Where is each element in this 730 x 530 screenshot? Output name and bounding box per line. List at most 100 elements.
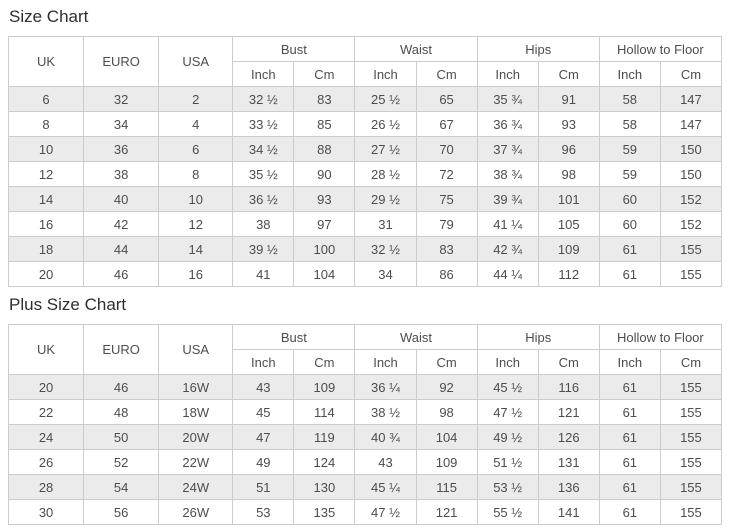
- table-row: 30 56 26W 53 135 47 ½ 121 55 ½ 141 61 155: [7, 499, 723, 525]
- table-cell: 136: [537, 474, 600, 500]
- table-cell: 32 ½: [354, 236, 417, 262]
- table-cell: 40 ¾: [354, 424, 417, 450]
- table-cell: 155: [659, 399, 723, 425]
- table-cell: 58: [598, 111, 661, 137]
- table-cell: 92: [415, 374, 478, 400]
- group-header-hips: Hips: [476, 36, 600, 62]
- table-cell: 6: [7, 86, 85, 112]
- table-cell: 24: [7, 424, 85, 450]
- table-cell: 119: [293, 424, 356, 450]
- table-cell: 18: [7, 236, 85, 262]
- table-cell: 47 ½: [354, 499, 417, 525]
- table-cell: 45 ½: [476, 374, 539, 400]
- table-cell: 47: [232, 424, 295, 450]
- table-cell: 130: [293, 474, 356, 500]
- table-cell: 36 ¼: [354, 374, 417, 400]
- table-cell: 14: [158, 236, 234, 262]
- unit-header-bust-inch: Inch: [232, 349, 295, 375]
- table-cell: 41 ¼: [476, 211, 539, 237]
- unit-header-bust-inch: Inch: [232, 61, 295, 87]
- table-cell: 22W: [158, 449, 234, 475]
- table-row: 20 46 16W 43 109 36 ¼ 92 45 ½ 116 61 155: [7, 374, 723, 400]
- table-row: 6 32 2 32 ½ 83 25 ½ 65 35 ¾ 91 58 147: [7, 86, 723, 112]
- table-cell: 104: [415, 424, 478, 450]
- table-cell: 75: [415, 186, 478, 212]
- table-cell: 34 ½: [232, 136, 295, 162]
- unit-header-bust-cm: Cm: [293, 349, 356, 375]
- unit-header-hips-cm: Cm: [537, 61, 600, 87]
- table-cell: 98: [415, 399, 478, 425]
- table-cell: 18W: [158, 399, 234, 425]
- group-header-waist: Waist: [354, 36, 478, 62]
- group-header-bust: Bust: [232, 36, 356, 62]
- unit-header-waist-inch: Inch: [354, 61, 417, 87]
- table-cell: 61: [598, 474, 661, 500]
- table-cell: 31: [354, 211, 417, 237]
- table-cell: 43: [354, 449, 417, 475]
- table-cell: 35 ½: [232, 161, 295, 187]
- table-cell: 61: [598, 399, 661, 425]
- table-cell: 49: [232, 449, 295, 475]
- table-row: 20 46 16 41 104 34 86 44 ¼ 112 61 155: [7, 261, 723, 287]
- table-cell: 51: [232, 474, 295, 500]
- table-cell: 147: [659, 86, 723, 112]
- table-cell: 42: [83, 211, 160, 237]
- table-cell: 50: [83, 424, 160, 450]
- plus-size-chart-table: UK EURO USA Bust Waist Hips Hollow to Floor Inc…: [7, 324, 723, 525]
- table-cell: 36 ¾: [476, 111, 539, 137]
- table-cell: 61: [598, 424, 661, 450]
- table-cell: 61: [598, 499, 661, 525]
- table-cell: 155: [659, 261, 723, 287]
- table-cell: 90: [293, 161, 356, 187]
- table-cell: 126: [537, 424, 600, 450]
- table-cell: 39 ¾: [476, 186, 539, 212]
- table-cell: 70: [415, 136, 478, 162]
- table-cell: 45 ¼: [354, 474, 417, 500]
- table-cell: 25 ½: [354, 86, 417, 112]
- table-cell: 10: [158, 186, 234, 212]
- size-chart-title: Size Chart: [9, 7, 89, 26]
- table-cell: 55 ½: [476, 499, 539, 525]
- table-cell: 116: [537, 374, 600, 400]
- table-cell: 155: [659, 449, 723, 475]
- table-cell: 121: [537, 399, 600, 425]
- table-cell: 46: [83, 261, 160, 287]
- table-cell: 10: [7, 136, 85, 162]
- table-cell: 53 ½: [476, 474, 539, 500]
- table-cell: 105: [537, 211, 600, 237]
- table-row: 14 40 10 36 ½ 93 29 ½ 75 39 ¾ 101 60 152: [7, 186, 723, 212]
- unit-header-waist-inch: Inch: [354, 349, 417, 375]
- table-cell: 29 ½: [354, 186, 417, 212]
- column-header-uk: UK: [7, 324, 85, 375]
- table-cell: 100: [293, 236, 356, 262]
- unit-header-hips-inch: Inch: [476, 61, 539, 87]
- table-cell: 83: [415, 236, 478, 262]
- table-cell: 38 ½: [354, 399, 417, 425]
- table-cell: 38: [83, 161, 160, 187]
- table-row: 28 54 24W 51 130 45 ¼ 115 53 ½ 136 61 155: [7, 474, 723, 500]
- column-header-uk: UK: [7, 36, 85, 87]
- unit-header-hips-cm: Cm: [537, 349, 600, 375]
- table-cell: 101: [537, 186, 600, 212]
- table-cell: 83: [293, 86, 356, 112]
- table-cell: 155: [659, 474, 723, 500]
- group-header-hollow-to-floor: Hollow to Floor: [598, 36, 723, 62]
- column-header-euro: EURO: [83, 36, 160, 87]
- table-cell: 104: [293, 261, 356, 287]
- table-cell: 20W: [158, 424, 234, 450]
- table-cell: 27 ½: [354, 136, 417, 162]
- table-cell: 53: [232, 499, 295, 525]
- table-cell: 86: [415, 261, 478, 287]
- table-cell: 20: [7, 374, 85, 400]
- table-cell: 147: [659, 111, 723, 137]
- unit-header-hollow-to-floor-inch: Inch: [598, 349, 661, 375]
- table-cell: 41: [232, 261, 295, 287]
- table-cell: 121: [415, 499, 478, 525]
- table-cell: 61: [598, 261, 661, 287]
- table-cell: 22: [7, 399, 85, 425]
- table-cell: 152: [659, 211, 723, 237]
- unit-header-waist-cm: Cm: [415, 349, 478, 375]
- table-cell: 8: [7, 111, 85, 137]
- table-cell: 49 ½: [476, 424, 539, 450]
- table-cell: 59: [598, 136, 661, 162]
